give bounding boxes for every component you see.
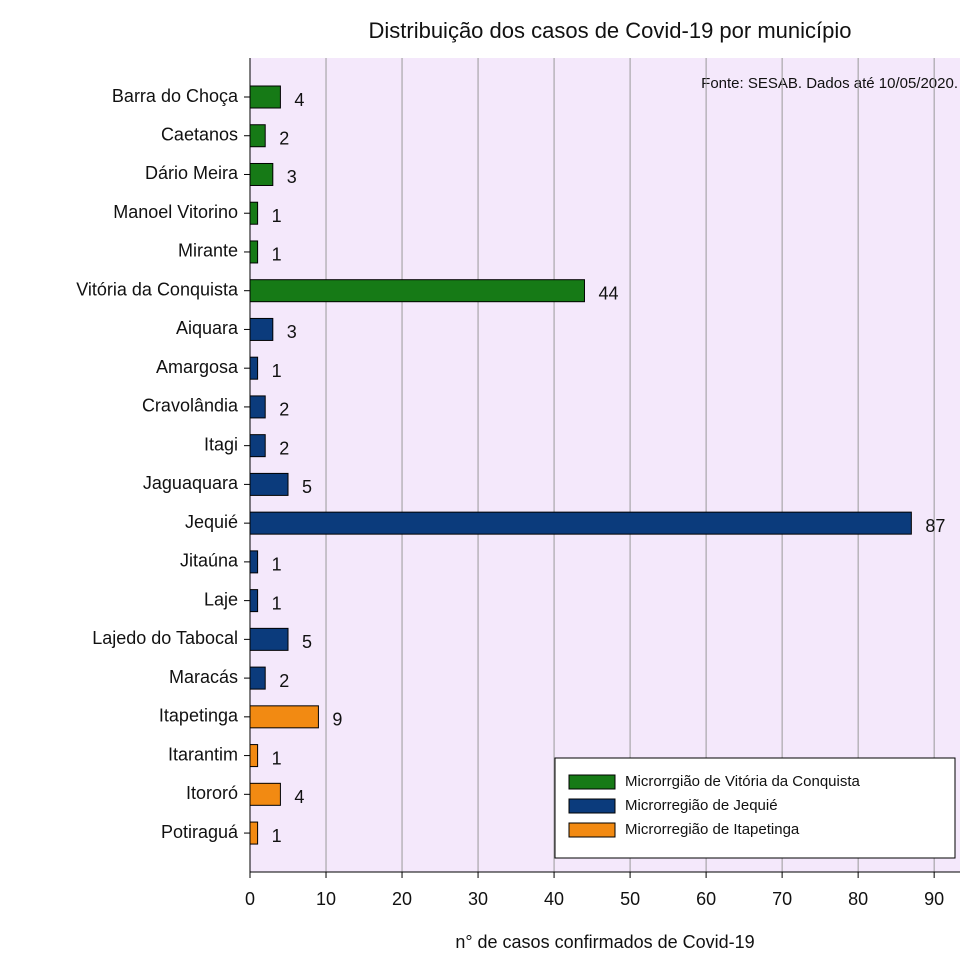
plot-area (250, 58, 960, 872)
grid (249, 58, 935, 872)
value-label: 2 (279, 400, 289, 420)
x-tick-label: 60 (696, 889, 716, 909)
x-tick-label: 20 (392, 889, 412, 909)
bar (249, 395, 266, 419)
bar (249, 744, 259, 768)
value-label: 4 (294, 90, 304, 110)
x-tick-label: 90 (924, 889, 944, 909)
y-tick-label: Jaguaquara (143, 473, 239, 493)
value-label: 1 (272, 593, 282, 613)
bar (249, 317, 274, 341)
y-tick-label: Jequié (185, 512, 238, 532)
y-tick-label: Itororó (186, 783, 238, 803)
value-label: 2 (279, 671, 289, 691)
bar (249, 162, 274, 186)
x-tick-label: 40 (544, 889, 564, 909)
value-label: 44 (598, 283, 618, 303)
y-tick-label: Itagi (204, 434, 238, 454)
y-tick-label: Cravolândia (142, 396, 239, 416)
value-label: 2 (279, 438, 289, 458)
bar (249, 705, 319, 729)
legend-label: Microrregião de Itapetinga (625, 821, 800, 838)
bar (249, 782, 281, 806)
value-label: 1 (272, 748, 282, 768)
y-tick-label: Itapetinga (159, 706, 239, 726)
value-label: 5 (302, 632, 312, 652)
value-label: 1 (272, 361, 282, 381)
x-tick-label: 30 (468, 889, 488, 909)
legend-label: Microrregião de Jequié (625, 797, 778, 814)
y-tick-label: Potiraguá (161, 822, 239, 842)
x-tick-label: 80 (848, 889, 868, 909)
legend-label: Microrrgião de Vitória da Conquista (625, 773, 861, 790)
source-note: Fonte: SESAB. Dados até 10/05/2020. (701, 75, 958, 92)
bar (249, 85, 281, 109)
value-label: 1 (272, 826, 282, 846)
value-label: 2 (279, 128, 289, 148)
y-tick-label: Aiquara (176, 318, 239, 338)
legend-swatch (568, 798, 616, 814)
y-tick-label: Itarantim (168, 744, 238, 764)
legend-swatch (568, 774, 616, 790)
y-tick-label: Caetanos (161, 124, 238, 144)
bar (249, 821, 259, 845)
x-axis-label: n° de casos confirmados de Covid-19 (455, 932, 754, 952)
y-tick-label: Barra do Choça (112, 86, 239, 106)
bar (249, 434, 266, 458)
bar (249, 666, 266, 690)
x-tick-label: 50 (620, 889, 640, 909)
y-tick-label: Manoel Vitorino (113, 202, 238, 222)
legend-swatch (568, 822, 616, 838)
y-tick-label: Vitória da Conquista (76, 279, 239, 299)
x-tick-label: 70 (772, 889, 792, 909)
bar (249, 589, 259, 613)
value-label: 87 (925, 516, 945, 536)
bar (249, 472, 289, 496)
y-tick-label: Dário Meira (145, 163, 239, 183)
value-label: 5 (302, 477, 312, 497)
bar (249, 279, 585, 303)
y-tick-label: Maracás (169, 667, 238, 687)
value-label: 1 (272, 555, 282, 575)
bar (249, 627, 289, 651)
value-label: 1 (272, 245, 282, 265)
chart-title: Distribuição dos casos de Covid-19 por m… (368, 18, 851, 43)
y-tick-label: Laje (204, 589, 238, 609)
value-label: 9 (332, 710, 342, 730)
bar (249, 356, 259, 380)
y-tick-label: Mirante (178, 241, 238, 261)
value-label: 3 (287, 322, 297, 342)
bar (249, 201, 259, 225)
bar (249, 550, 259, 574)
y-tick-label: Jitaúna (180, 551, 239, 571)
x-tick-label: 10 (316, 889, 336, 909)
value-label: 3 (287, 167, 297, 187)
bar (249, 511, 912, 535)
bar (249, 240, 259, 264)
y-tick-label: Lajedo do Tabocal (92, 628, 238, 648)
bar (249, 124, 266, 148)
legend-box (554, 757, 956, 859)
value-label: 4 (294, 787, 304, 807)
x-tick-label: 0 (245, 889, 255, 909)
y-tick-label: Amargosa (156, 357, 239, 377)
value-label: 1 (272, 206, 282, 226)
